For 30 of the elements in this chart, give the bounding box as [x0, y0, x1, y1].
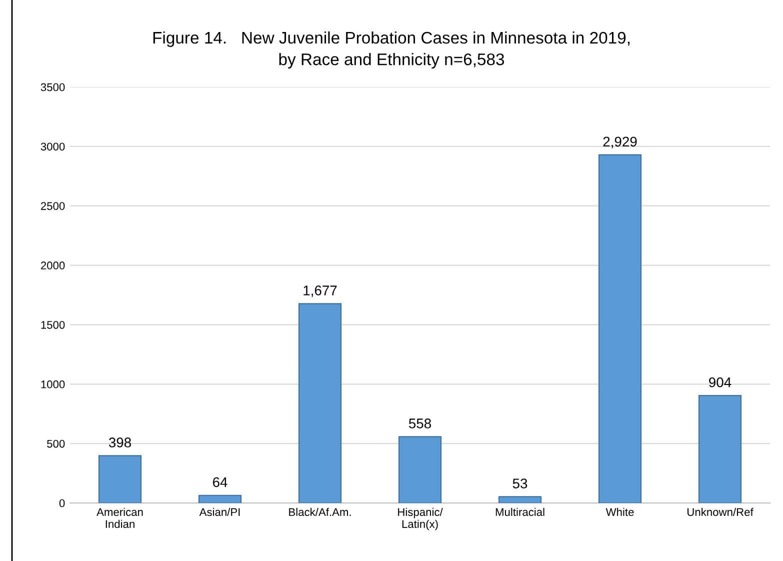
x-tick-label: Black/Af.Am.: [289, 508, 351, 516]
x-tick-label: American Indian: [96, 508, 143, 528]
bar: [198, 494, 242, 503]
y-tick-label: 2500: [40, 202, 65, 210]
bar: [498, 496, 542, 503]
data-label: 2,929: [603, 136, 637, 148]
data-label: 1,677: [304, 286, 337, 298]
x-tick-label: Hispanic/ Latin(x): [398, 508, 443, 530]
bar: [98, 455, 142, 503]
data-label: 558: [408, 418, 431, 428]
y-tick-label: 3500: [40, 83, 65, 92]
y-tick-label: 500: [47, 440, 65, 448]
y-tick-label: 1500: [41, 320, 65, 329]
data-label: 398: [108, 438, 131, 448]
y-tick-label: 0: [59, 499, 65, 508]
bar: [698, 395, 742, 503]
y-tick-label: 3000: [40, 142, 65, 151]
bar: [298, 303, 342, 503]
data-label: 64: [212, 477, 228, 488]
x-tick-label: Unknown/Ref: [688, 508, 754, 516]
x-tick-label: White: [606, 508, 634, 516]
chart-title: Figure 14. New Juvenile Probation Cases in Minnesota in 2019, by Race and Ethnicity n=6,583: [153, 31, 630, 69]
x-tick-label: Asian/PI: [199, 508, 240, 516]
bar: [598, 154, 642, 503]
data-label: 53: [512, 478, 528, 488]
y-tick-label: 1000: [41, 380, 65, 388]
bar: [398, 436, 442, 503]
x-tick-label: Multiracial: [496, 508, 544, 516]
y-tick-label: 2000: [40, 262, 65, 270]
data-label: 904: [709, 377, 732, 388]
